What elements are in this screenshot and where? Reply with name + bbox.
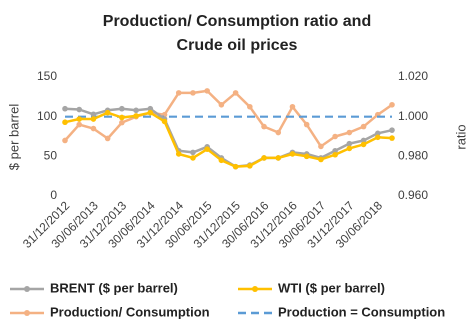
point	[76, 106, 83, 113]
series-line	[64, 89, 393, 148]
point	[275, 155, 282, 161]
point	[232, 163, 239, 170]
y-tick-label: 100	[37, 109, 57, 123]
point	[303, 121, 310, 128]
point	[161, 118, 168, 125]
point	[275, 129, 282, 136]
point	[332, 133, 338, 140]
legend-marker	[252, 286, 258, 292]
point	[62, 105, 68, 112]
point	[90, 116, 97, 122]
point	[190, 149, 196, 156]
legend-marker	[24, 310, 30, 316]
point	[389, 101, 395, 108]
point	[147, 105, 154, 112]
point	[76, 116, 83, 122]
point	[62, 137, 68, 144]
point	[346, 145, 353, 152]
point	[76, 121, 83, 128]
point	[119, 105, 125, 112]
y2-tick-label: 0.960	[398, 188, 428, 202]
point	[332, 151, 338, 158]
point	[247, 103, 253, 110]
point	[332, 147, 338, 154]
point	[318, 156, 324, 163]
y-tick-label: 50	[44, 149, 58, 163]
point	[247, 163, 253, 169]
point	[62, 119, 68, 126]
point	[90, 111, 97, 118]
point	[318, 143, 324, 150]
chart-title: Production/ Consumption ratio and Crude o…	[103, 13, 371, 54]
legend-label: WTI ($ per barrel)	[278, 280, 385, 295]
point	[374, 130, 381, 137]
y-tick-label: 150	[37, 69, 57, 83]
point	[218, 101, 225, 108]
point	[119, 114, 125, 121]
point	[104, 109, 111, 116]
point	[218, 157, 225, 164]
point	[232, 90, 239, 96]
series-line	[64, 111, 393, 168]
point	[147, 109, 154, 116]
point	[133, 107, 139, 114]
y2-axis-title: ratio	[453, 124, 468, 149]
point	[360, 141, 367, 148]
chart-title-line: Production/ Consumption ratio and	[103, 13, 371, 30]
point	[303, 153, 310, 160]
point	[204, 88, 210, 94]
point	[389, 127, 395, 133]
legend-label: Production = Consumption	[278, 304, 445, 319]
point	[175, 151, 182, 157]
point	[119, 119, 125, 126]
point	[175, 90, 182, 96]
point	[90, 125, 97, 132]
point	[289, 103, 296, 110]
point	[346, 129, 353, 136]
y2-tick-label: 0.980	[398, 149, 428, 163]
point	[261, 123, 267, 130]
chart-title-line: Crude oil prices	[177, 37, 298, 54]
point	[374, 134, 381, 141]
legend-label: BRENT ($ per barrel)	[50, 280, 178, 295]
point	[289, 151, 296, 157]
legend-label: Production/ Consumption	[50, 304, 210, 319]
legend-marker	[24, 286, 30, 292]
y2-tick-label: 1.000	[398, 109, 428, 123]
y-tick-label: 0	[50, 188, 57, 202]
point	[346, 140, 353, 147]
point	[261, 155, 267, 161]
point	[133, 113, 139, 119]
point	[360, 123, 367, 130]
point	[389, 135, 395, 141]
y2-tick-label: 1.020	[398, 69, 428, 83]
point	[190, 155, 196, 161]
point	[204, 146, 210, 152]
point	[360, 137, 367, 144]
y-axis-title: $ per barrel	[6, 104, 21, 171]
point	[104, 135, 111, 142]
point	[190, 90, 196, 96]
